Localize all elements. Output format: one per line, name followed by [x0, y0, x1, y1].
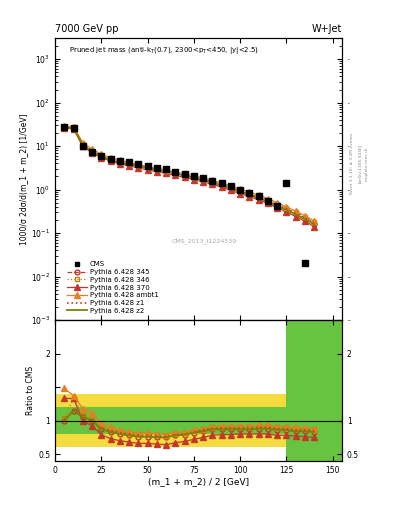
Text: Pruned jet mass (anti-k$_\mathrm{T}$(0.7), 2300<p$_\mathrm{T}$<450, |y|<2.5): Pruned jet mass (anti-k$_\mathrm{T}$(0.7…: [70, 46, 259, 56]
Text: W+Jet: W+Jet: [312, 24, 342, 34]
Y-axis label: 1000/σ 2dσ/d(m_1 + m_2) [1/GeV]: 1000/σ 2dσ/d(m_1 + m_2) [1/GeV]: [19, 113, 28, 245]
Text: CMS_2013_I1224539: CMS_2013_I1224539: [172, 238, 237, 244]
Legend: CMS, Pythia 6.428 345, Pythia 6.428 346, Pythia 6.428 370, Pythia 6.428 ambt1, P: CMS, Pythia 6.428 345, Pythia 6.428 346,…: [67, 261, 159, 314]
X-axis label: (m_1 + m_2) / 2 [GeV]: (m_1 + m_2) / 2 [GeV]: [148, 477, 249, 486]
Text: Rivet 3.1.10; ≥ 3.2M events: Rivet 3.1.10; ≥ 3.2M events: [350, 133, 354, 195]
Text: [arXiv:1306.3436]: [arXiv:1306.3436]: [358, 144, 362, 183]
Y-axis label: Ratio to CMS: Ratio to CMS: [26, 366, 35, 415]
Text: mcplots.cern.ch: mcplots.cern.ch: [365, 146, 369, 181]
Text: 7000 GeV pp: 7000 GeV pp: [55, 24, 119, 34]
